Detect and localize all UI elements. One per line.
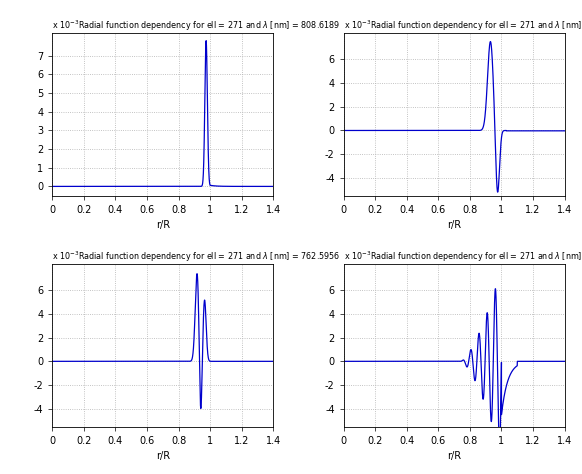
Text: x 10$^{-3}$Radial function dependency for ell = 271 and $\lambda$ [nm] = 808.618: x 10$^{-3}$Radial function dependency fo… <box>52 19 340 33</box>
X-axis label: r/R: r/R <box>447 220 461 230</box>
X-axis label: r/R: r/R <box>156 451 170 461</box>
Text: x 10$^{-3}$Radial function dependency for ell = 271 and $\lambda$ [nm] = 762.595: x 10$^{-3}$Radial function dependency fo… <box>52 250 340 264</box>
Text: x 10$^{-3}$Radial function dependency for ell = 271 and $\lambda$ [nm] = 670.152: x 10$^{-3}$Radial function dependency fo… <box>344 250 582 264</box>
Text: x 10$^{-3}$Radial function dependency for ell = 271 and $\lambda$ [nm] = 782.844: x 10$^{-3}$Radial function dependency fo… <box>344 19 582 33</box>
X-axis label: r/R: r/R <box>447 451 461 461</box>
X-axis label: r/R: r/R <box>156 220 170 230</box>
